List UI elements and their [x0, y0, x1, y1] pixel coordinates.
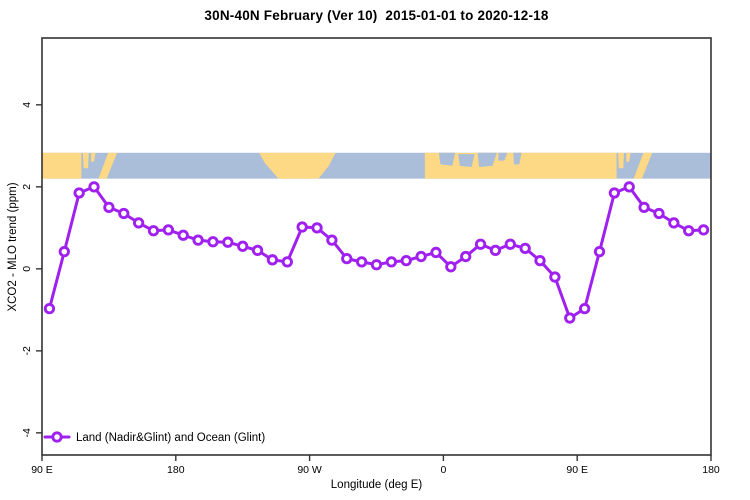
data-point-marker [58, 245, 70, 258]
x-tick-label: 90 W [297, 464, 322, 476]
data-point-marker [415, 250, 427, 263]
data-point-marker [222, 236, 234, 248]
map-band-sea-patch [477, 152, 497, 167]
data-point-marker [460, 250, 472, 263]
y-tick-label: 2 [21, 184, 33, 190]
data-point-marker [623, 181, 635, 193]
data-point-marker [88, 181, 100, 193]
x-tick-label: 180 [167, 464, 185, 476]
data-point-marker [668, 217, 680, 229]
data-point-marker [237, 240, 249, 252]
data-point-marker [489, 244, 502, 257]
data-point-marker [73, 187, 85, 199]
data-point-marker [326, 234, 338, 246]
map-band-land [259, 152, 336, 179]
data-point-marker [281, 256, 293, 268]
data-line [47, 185, 706, 320]
x-tick-label: 90 E [31, 464, 53, 476]
data-point-marker [445, 261, 457, 273]
data-point-marker [430, 246, 442, 259]
data-point-marker [370, 259, 383, 271]
x-tick-label: 180 [702, 464, 720, 476]
data-point-marker [504, 238, 516, 250]
data-point-marker [132, 217, 145, 229]
data-point-marker [564, 312, 576, 324]
data-point-marker [638, 201, 650, 213]
x-tick-label: 90 E [566, 464, 588, 476]
data-point-marker [147, 225, 160, 237]
data-point-marker [400, 254, 412, 267]
data-point-marker [697, 224, 710, 236]
x-tick-label: 0 [440, 464, 446, 476]
data-point-marker [162, 224, 175, 236]
data-point-marker [266, 254, 279, 266]
x-axis-title: Longitude (deg E) [330, 479, 423, 491]
map-band-land [633, 152, 653, 179]
data-point-marker [608, 187, 621, 199]
data-point-marker [207, 236, 219, 248]
data-point-marker [474, 238, 487, 250]
y-tick-label: -4 [21, 428, 33, 437]
data-point-marker [341, 252, 353, 265]
page-title: 30N-40N February (Ver 10) 2015-01-01 to … [204, 8, 549, 23]
data-point-marker [683, 225, 695, 237]
data-point-marker [355, 256, 368, 268]
map-band-sea-patch [498, 152, 508, 161]
data-point-marker [177, 229, 189, 241]
data-point-marker [43, 302, 56, 315]
data-point-marker [549, 271, 561, 283]
legend-marker-icon [51, 431, 63, 443]
data-point-marker [578, 302, 591, 315]
map-band-sea-patch [458, 154, 475, 167]
plot-border [41, 37, 712, 456]
data-point-marker [593, 245, 606, 258]
data-point-marker [192, 234, 204, 246]
map-band-land [626, 152, 631, 162]
map-band-sea-patch [513, 152, 522, 165]
y-axis-title: XCO2 - MLO trend (ppm) [7, 182, 19, 312]
y-tick-label: 0 [21, 266, 33, 272]
data-point-marker [118, 207, 130, 220]
map-band-land [91, 152, 96, 162]
map-band-land [618, 152, 624, 169]
y-tick-label: 4 [21, 102, 33, 108]
data-point-marker [251, 244, 264, 257]
legend-label: Land (Nadir&Glint) and Ocean (Glint) [76, 432, 265, 444]
map-band-sea-patch [438, 152, 456, 166]
map-band-land [42, 152, 82, 179]
data-point-marker [519, 242, 531, 254]
data-point-marker [311, 222, 323, 234]
data-point-marker [534, 254, 546, 267]
data-point-marker [296, 221, 308, 233]
map-band-land [82, 152, 89, 169]
y-tick-label: -2 [21, 346, 33, 355]
map-band-land [98, 152, 118, 179]
data-point-marker [653, 207, 665, 220]
data-point-marker [385, 256, 398, 268]
data-point-marker [103, 201, 115, 213]
